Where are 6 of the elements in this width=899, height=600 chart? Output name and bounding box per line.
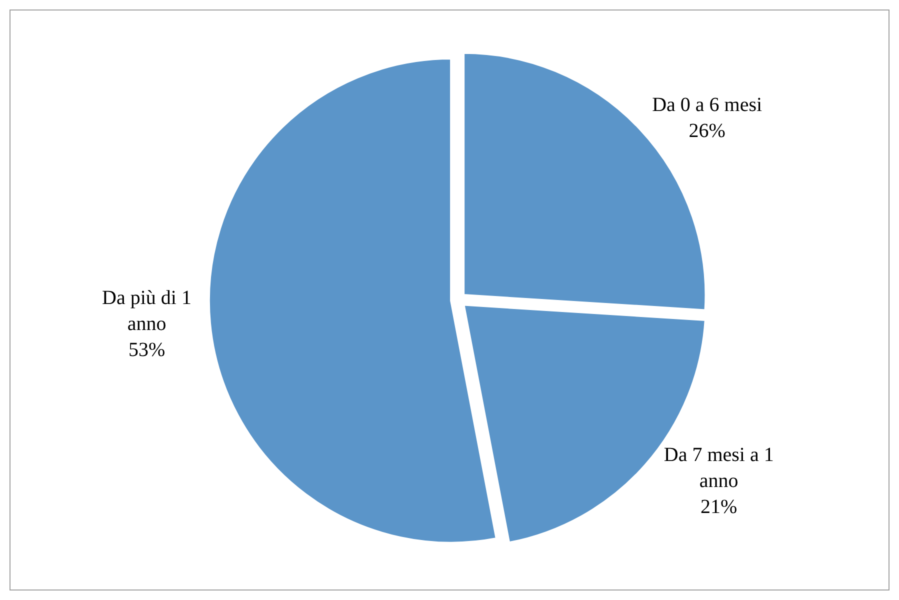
slice-label: Da 7 mesi a 1 anno [664, 444, 774, 492]
data-label: 53% [128, 338, 166, 361]
data-label: 21% [700, 496, 738, 518]
data-label: 26% [688, 120, 726, 142]
slice-label: Da più di 1 anno [102, 286, 192, 335]
slice-label: Da 0 a 6 mesi [652, 94, 763, 116]
